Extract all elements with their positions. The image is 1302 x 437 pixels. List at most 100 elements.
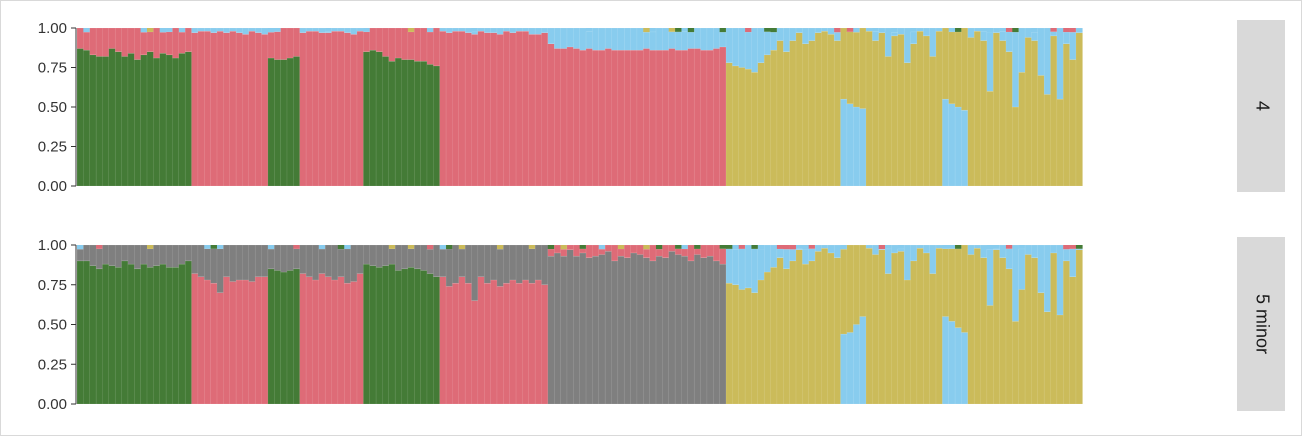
bar-segment-blue [331, 27, 339, 32]
bar-segment-blue [83, 28, 91, 33]
bar-segment-blue [337, 27, 345, 32]
bar-segment-green [687, 28, 695, 33]
bar-segment-gray [623, 257, 632, 405]
bar-segment-gold [808, 40, 816, 187]
bar-segment-green [433, 276, 441, 405]
bar-segment-red [547, 248, 555, 257]
bar-segment-green [134, 59, 142, 187]
bar-segment-blue [725, 27, 733, 63]
bar-segment-red [541, 284, 549, 405]
bar-segment-blue [515, 27, 523, 32]
bar-segment-blue [1031, 244, 1039, 258]
bar-segment-red [331, 279, 339, 405]
bar-segment-blue [159, 28, 167, 33]
bar-segment-blue [534, 27, 542, 35]
bar-segment-green [114, 267, 123, 405]
bar-segment-blue [687, 31, 695, 49]
bar-segment-red [458, 30, 466, 187]
bar-segment-green [407, 59, 415, 187]
bar-segment-blue [522, 27, 530, 32]
bar-segment-green [159, 263, 167, 405]
bar-segment-green [267, 268, 275, 405]
bar-segment-gray [458, 248, 466, 278]
bar-segment-red [477, 276, 485, 405]
bar-segment-red [369, 27, 377, 51]
bar-segment-red [490, 32, 498, 187]
bar-segment-gold [744, 68, 752, 187]
bar-segment-gray [604, 251, 612, 405]
bar-segment-green [770, 28, 778, 33]
bar-segment-gray [503, 244, 511, 284]
bar-segment-gray [401, 244, 409, 270]
bar-segment-green [121, 260, 129, 405]
bar-segment-blue [191, 27, 199, 33]
bar-segment-red [623, 49, 632, 187]
bar-segment-blue [872, 31, 880, 41]
bar-segment-gray [484, 244, 492, 284]
bar-segment-red [191, 273, 199, 405]
bar-segment-blue [363, 28, 370, 32]
bar-segment-blue [1056, 27, 1064, 100]
bar-segment-blue [859, 108, 867, 187]
bar-segment-red [312, 30, 320, 187]
bar-segment-gold [795, 249, 803, 405]
bar-segment-gold [770, 49, 778, 187]
bar-segment-blue [566, 27, 574, 48]
bar-segment-red [153, 27, 161, 59]
bar-segment-gold [967, 254, 975, 405]
bar-segment-gray [369, 244, 377, 266]
y-tick-label-panel-2: 0.75 [38, 277, 67, 294]
bar-segment-blue [1005, 31, 1013, 52]
bar-segment-blue [1063, 31, 1071, 45]
bar-segment-gold [872, 254, 880, 405]
bar-segment-blue [681, 245, 689, 249]
bar-segment-gray [388, 248, 396, 265]
bar-segment-red [1005, 28, 1013, 32]
bar-segment-blue [903, 244, 912, 281]
bar-segment-red [83, 31, 91, 51]
bar-segment-gray [630, 252, 638, 405]
bar-segment-blue [1012, 31, 1020, 108]
bar-segment-green [420, 270, 428, 405]
bar-segment-green [394, 270, 402, 405]
bar-segment-blue [630, 27, 638, 51]
bar-segment-red [604, 244, 612, 252]
bar-segment-blue [1005, 248, 1013, 270]
bar-segment-gold [1063, 260, 1071, 405]
bar-segment-red [528, 34, 536, 187]
bar-segment-gray [324, 244, 333, 277]
bar-segment-red [324, 276, 333, 405]
bar-segment-red [223, 32, 231, 187]
bar-segment-blue [980, 244, 988, 258]
bar-segment-blue [725, 248, 733, 284]
bar-segment-blue [948, 245, 956, 249]
bar-segment-blue [484, 27, 492, 33]
bar-segment-gold [643, 28, 650, 33]
bar-segment-red [1069, 28, 1077, 33]
bar-segment-gold [1005, 268, 1013, 405]
bar-segment-gold [1043, 311, 1051, 405]
bar-segment-red [789, 245, 797, 250]
bar-segment-gray [433, 244, 441, 277]
bar-segment-red [458, 276, 466, 405]
bar-segment-red [452, 30, 460, 187]
bar-segment-blue [993, 27, 1001, 33]
bar-segment-gray [146, 248, 154, 268]
bar-segment-gray [223, 244, 231, 277]
y-tick-label-panel-1: 0.25 [38, 139, 67, 156]
bar-segment-blue [1063, 249, 1071, 262]
bar-segment-red [534, 34, 542, 187]
bar-segment-blue [865, 27, 873, 32]
bar-segment-gold [948, 248, 956, 322]
bar-segment-red [178, 31, 186, 54]
y-tick-label-panel-2: 0.25 [38, 356, 67, 373]
bar-segment-blue [1043, 244, 1051, 312]
bar-segment-blue [1069, 248, 1077, 278]
bar-segment-gold [496, 245, 504, 250]
bar-segment-blue [878, 27, 886, 33]
bar-segment-blue [166, 28, 173, 32]
bar-segment-red [114, 27, 123, 52]
bar-segment-gray [547, 255, 555, 405]
bar-segment-blue [732, 245, 740, 250]
bar-segment-gray [496, 248, 504, 287]
